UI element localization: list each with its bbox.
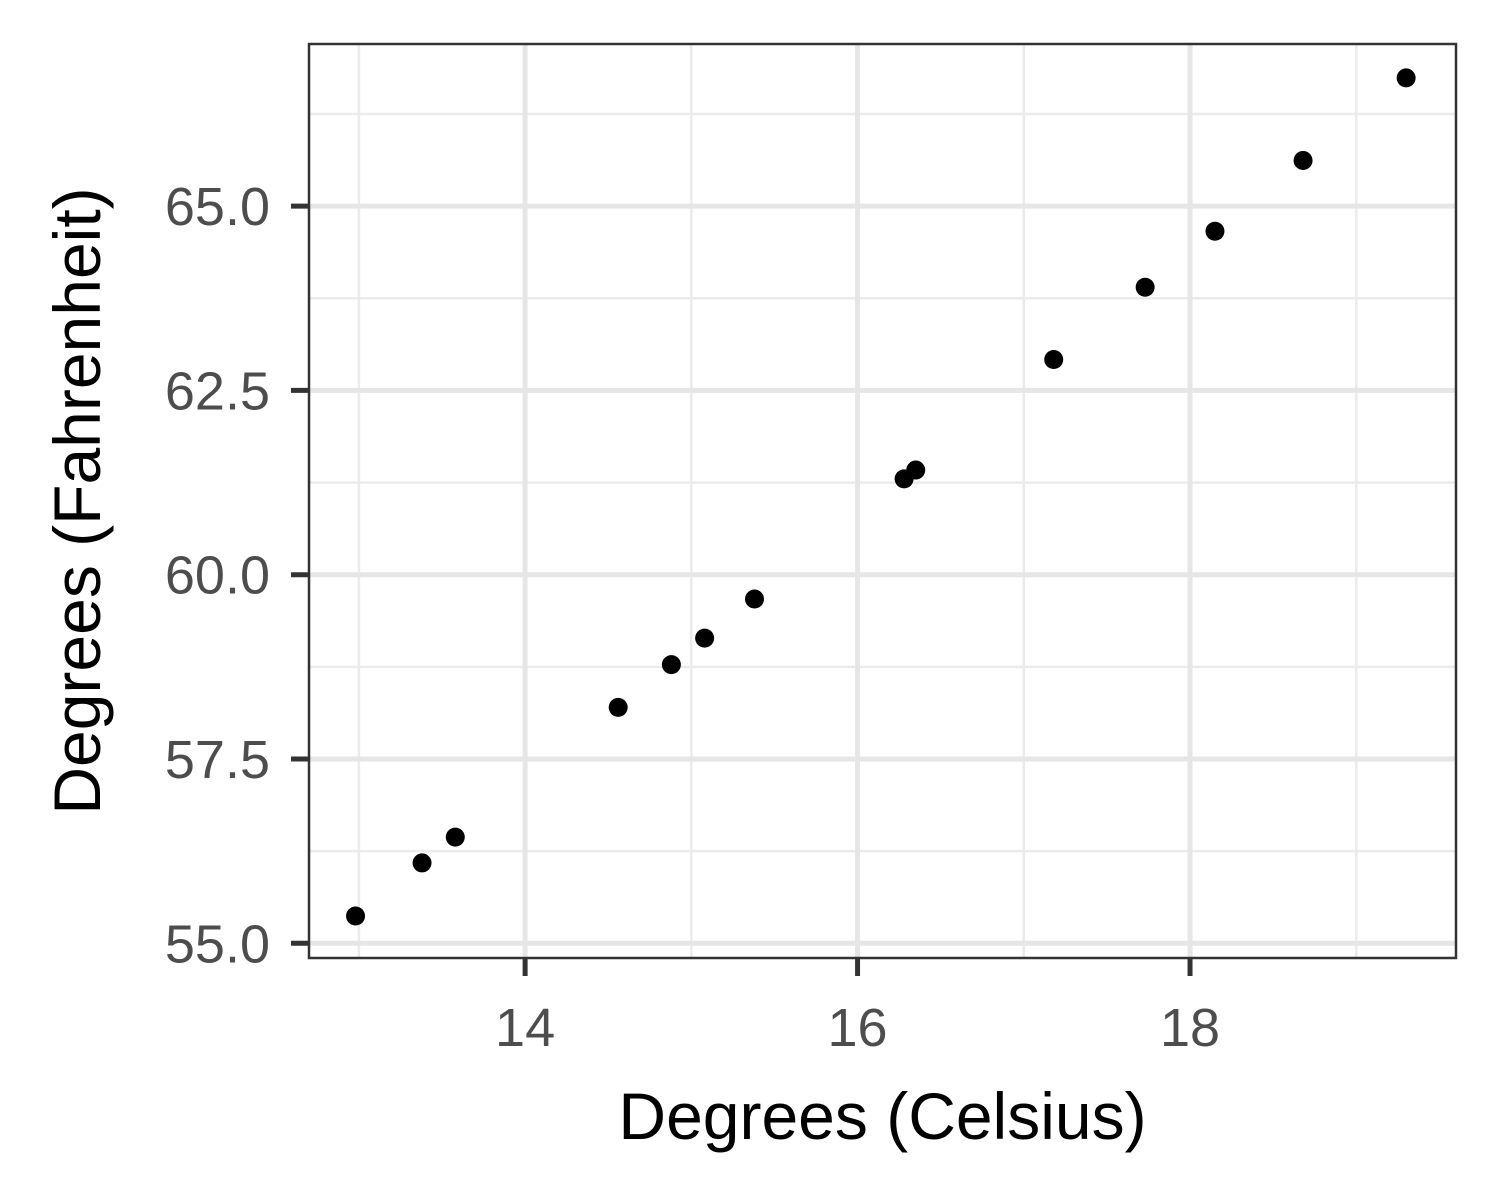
- data-points: [346, 68, 1416, 926]
- data-point: [1293, 150, 1313, 170]
- data-point: [1135, 277, 1155, 297]
- x-tick-label: 18: [1160, 998, 1220, 1058]
- x-axis-title: Degrees (Celsius): [618, 1079, 1146, 1153]
- data-point: [745, 589, 765, 609]
- data-point: [1396, 68, 1416, 88]
- y-tick-label: 62.5: [165, 361, 270, 421]
- data-point: [346, 906, 366, 926]
- y-axis-ticks: 55.0 57.5 60.0 62.5 65.0: [165, 177, 309, 974]
- y-tick-label: 60.0: [165, 546, 270, 606]
- data-point: [1044, 349, 1064, 369]
- plot-panel-border: [307, 42, 1458, 960]
- y-tick-label: 55.0: [165, 914, 270, 974]
- y-tick-label: 65.0: [165, 177, 270, 237]
- x-tick-label: 14: [495, 998, 555, 1058]
- y-axis-title: Degrees (Fahrenheit): [40, 187, 114, 814]
- data-point: [695, 628, 715, 648]
- major-gridlines: [309, 44, 1456, 958]
- data-point: [445, 827, 465, 847]
- y-tick-label: 57.5: [165, 730, 270, 790]
- data-point: [1205, 221, 1225, 241]
- data-point: [661, 655, 681, 675]
- data-point: [906, 460, 926, 480]
- x-tick-label: 16: [828, 998, 888, 1058]
- x-axis-ticks: 14 16 18: [495, 958, 1220, 1058]
- data-point: [412, 853, 432, 873]
- minor-gridlines: [309, 44, 1456, 958]
- data-point: [608, 697, 628, 717]
